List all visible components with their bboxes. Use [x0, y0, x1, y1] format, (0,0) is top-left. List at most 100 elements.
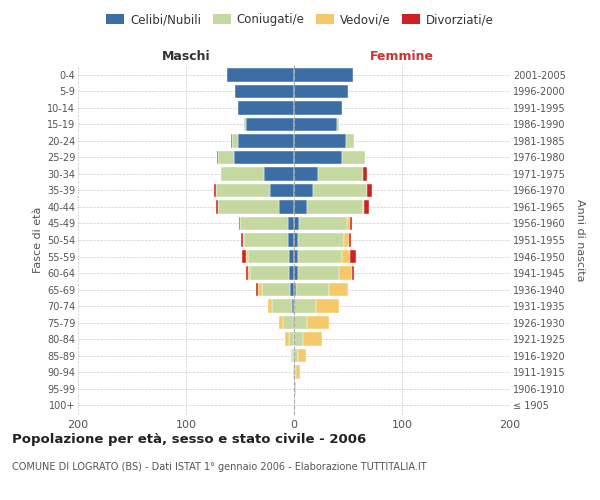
Bar — [242, 250, 247, 264]
Text: Popolazione per età, sesso e stato civile - 2006: Popolazione per età, sesso e stato civil… — [12, 432, 366, 446]
Bar — [294, 300, 316, 313]
Bar — [293, 366, 294, 379]
Bar — [272, 300, 292, 313]
Bar — [341, 150, 365, 164]
Bar — [341, 250, 350, 264]
Bar — [346, 134, 355, 147]
Bar — [286, 332, 289, 346]
Bar — [292, 349, 294, 362]
Bar — [329, 283, 348, 296]
Bar — [227, 68, 294, 82]
Bar — [239, 216, 240, 230]
Bar — [247, 118, 294, 131]
Bar — [294, 233, 298, 247]
Bar — [294, 167, 318, 180]
Bar — [294, 134, 346, 147]
Bar — [289, 266, 294, 280]
Bar — [256, 283, 259, 296]
Bar — [291, 349, 292, 362]
Bar — [364, 200, 368, 214]
Bar — [264, 167, 294, 180]
Bar — [233, 150, 294, 164]
Bar — [270, 184, 294, 197]
Bar — [294, 349, 298, 362]
Bar — [294, 101, 341, 114]
Bar — [294, 382, 295, 396]
Bar — [298, 349, 306, 362]
Bar — [250, 266, 289, 280]
Bar — [302, 332, 322, 346]
Bar — [340, 266, 352, 280]
Bar — [363, 167, 367, 180]
Bar — [248, 266, 250, 280]
Bar — [218, 200, 279, 214]
Y-axis label: Fasce di età: Fasce di età — [32, 207, 43, 273]
Bar — [316, 300, 340, 313]
Bar — [216, 184, 270, 197]
Bar — [318, 167, 363, 180]
Bar — [293, 316, 294, 330]
Y-axis label: Anni di nascita: Anni di nascita — [575, 198, 585, 281]
Bar — [307, 200, 363, 214]
Bar — [299, 216, 347, 230]
Bar — [268, 300, 272, 313]
Bar — [294, 266, 298, 280]
Bar — [367, 184, 372, 197]
Bar — [352, 266, 355, 280]
Bar — [298, 233, 344, 247]
Text: COMUNE DI LOGRATO (BS) - Dati ISTAT 1° gennaio 2006 - Elaborazione TUTTITALIA.IT: COMUNE DI LOGRATO (BS) - Dati ISTAT 1° g… — [12, 462, 427, 472]
Bar — [290, 283, 294, 296]
Bar — [298, 266, 340, 280]
Bar — [294, 216, 299, 230]
Bar — [294, 184, 313, 197]
Bar — [240, 216, 287, 230]
Bar — [294, 68, 353, 82]
Bar — [294, 84, 348, 98]
Bar — [350, 216, 352, 230]
Bar — [294, 366, 296, 379]
Bar — [248, 250, 289, 264]
Bar — [294, 200, 307, 214]
Bar — [313, 184, 367, 197]
Bar — [259, 283, 262, 296]
Bar — [294, 150, 341, 164]
Bar — [349, 233, 351, 247]
Bar — [287, 216, 294, 230]
Bar — [296, 366, 301, 379]
Bar — [344, 233, 349, 247]
Bar — [218, 150, 233, 164]
Bar — [235, 84, 294, 98]
Bar — [294, 118, 337, 131]
Bar — [307, 316, 329, 330]
Bar — [283, 316, 293, 330]
Bar — [262, 283, 290, 296]
Bar — [287, 233, 294, 247]
Bar — [217, 150, 218, 164]
Bar — [294, 283, 296, 296]
Bar — [295, 382, 296, 396]
Bar — [350, 250, 356, 264]
Bar — [214, 184, 216, 197]
Bar — [298, 250, 341, 264]
Text: Femmine: Femmine — [370, 50, 434, 64]
Bar — [292, 300, 294, 313]
Bar — [247, 266, 248, 280]
Bar — [241, 233, 243, 247]
Bar — [221, 167, 264, 180]
Bar — [279, 200, 294, 214]
Bar — [244, 233, 287, 247]
Bar — [247, 250, 248, 264]
Bar — [294, 332, 302, 346]
Bar — [296, 283, 329, 296]
Text: Maschi: Maschi — [161, 50, 211, 64]
Legend: Celibi/Nubili, Coniugati/e, Vedovi/e, Divorziati/e: Celibi/Nubili, Coniugati/e, Vedovi/e, Di… — [101, 8, 499, 31]
Bar — [238, 101, 294, 114]
Bar — [216, 200, 218, 214]
Bar — [232, 134, 238, 147]
Bar — [279, 316, 283, 330]
Bar — [244, 118, 247, 131]
Bar — [289, 250, 294, 264]
Bar — [363, 200, 364, 214]
Bar — [243, 233, 244, 247]
Bar — [289, 332, 294, 346]
